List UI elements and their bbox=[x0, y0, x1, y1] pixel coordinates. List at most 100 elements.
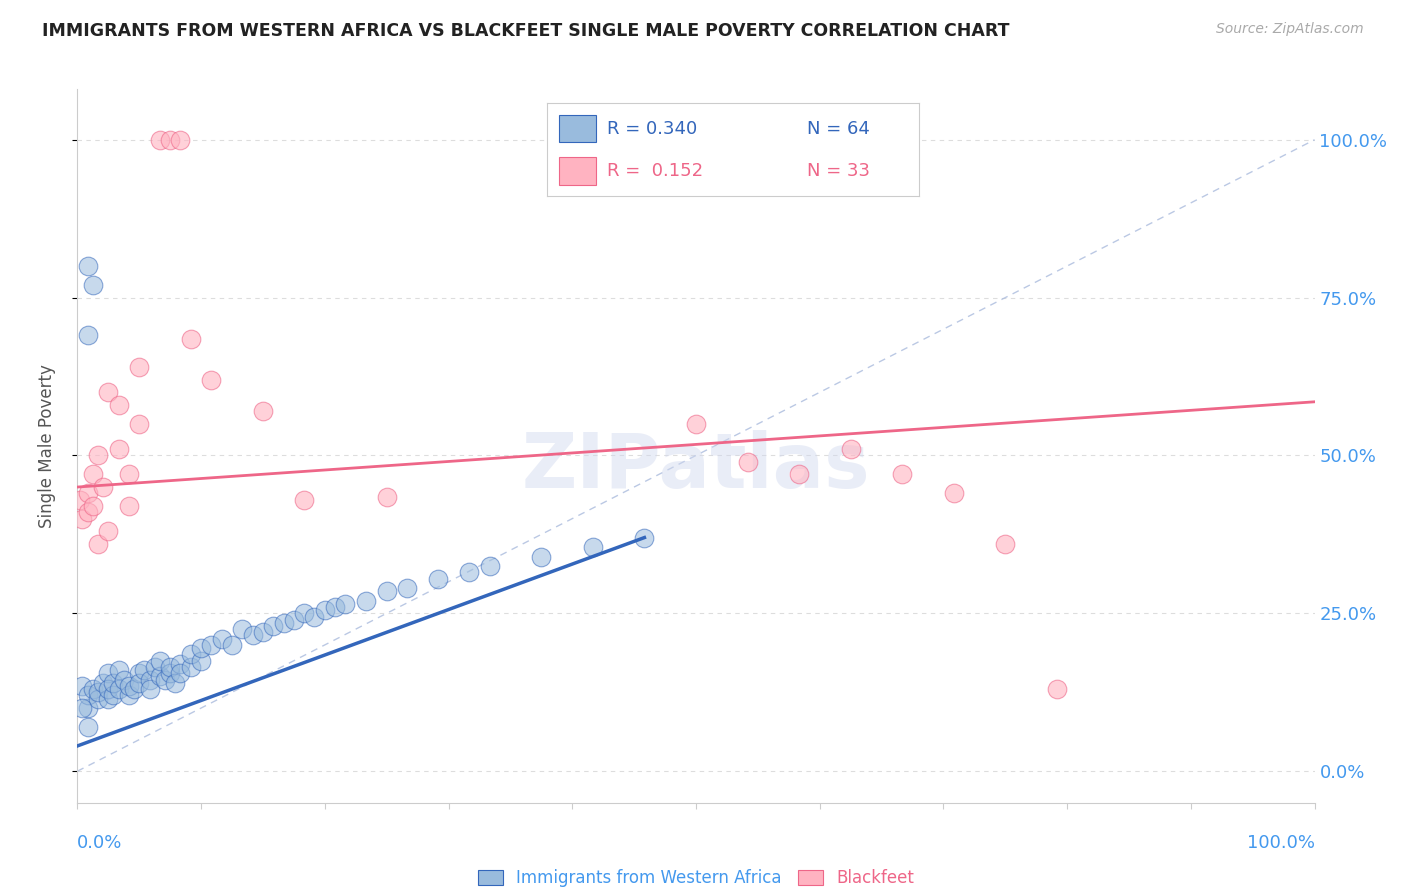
Point bbox=[76, 505, 98, 519]
Point bbox=[97, 524, 120, 539]
Point bbox=[134, 663, 156, 677]
Point bbox=[97, 666, 120, 681]
Point bbox=[91, 480, 114, 494]
Point bbox=[82, 277, 104, 292]
Point bbox=[891, 467, 914, 482]
Point bbox=[138, 682, 160, 697]
Point bbox=[200, 373, 222, 387]
Point bbox=[180, 332, 202, 346]
Point bbox=[72, 511, 94, 525]
Point bbox=[76, 486, 98, 500]
Point bbox=[994, 537, 1017, 551]
Point bbox=[97, 682, 120, 697]
Point bbox=[292, 607, 315, 621]
Point bbox=[273, 615, 295, 630]
Point bbox=[143, 660, 166, 674]
Point bbox=[304, 609, 326, 624]
Point bbox=[118, 679, 141, 693]
Point bbox=[190, 641, 212, 656]
Point bbox=[458, 566, 481, 580]
Point bbox=[169, 133, 191, 147]
Point bbox=[76, 701, 98, 715]
Legend: Immigrants from Western Africa, Blackfeet: Immigrants from Western Africa, Blackfee… bbox=[478, 869, 914, 888]
Point bbox=[118, 499, 141, 513]
Point bbox=[335, 597, 357, 611]
Point bbox=[165, 675, 187, 690]
Point bbox=[103, 675, 125, 690]
Y-axis label: Single Male Poverty: Single Male Poverty bbox=[38, 364, 56, 528]
Point bbox=[242, 628, 264, 642]
Point bbox=[107, 663, 129, 677]
Point bbox=[76, 328, 98, 343]
Point bbox=[149, 654, 172, 668]
Point bbox=[149, 669, 172, 683]
Point bbox=[128, 675, 150, 690]
Point bbox=[375, 584, 398, 599]
Point bbox=[942, 486, 965, 500]
Point bbox=[231, 622, 253, 636]
Point bbox=[159, 133, 181, 147]
Point bbox=[72, 679, 94, 693]
Point bbox=[633, 531, 655, 545]
Point bbox=[122, 682, 145, 697]
Point bbox=[87, 685, 110, 699]
Text: ZIPatlas: ZIPatlas bbox=[522, 431, 870, 504]
Point bbox=[82, 499, 104, 513]
Point bbox=[159, 666, 181, 681]
Point bbox=[839, 442, 862, 457]
Point bbox=[582, 540, 605, 554]
Point bbox=[112, 673, 135, 687]
Point bbox=[190, 654, 212, 668]
Point bbox=[107, 398, 129, 412]
Point bbox=[292, 492, 315, 507]
Point bbox=[87, 449, 110, 463]
Point bbox=[107, 682, 129, 697]
Point bbox=[87, 691, 110, 706]
Point bbox=[252, 404, 274, 418]
Point bbox=[76, 720, 98, 734]
Point bbox=[82, 467, 104, 482]
Point bbox=[76, 689, 98, 703]
Point bbox=[128, 360, 150, 375]
Point bbox=[314, 603, 336, 617]
Point bbox=[200, 638, 222, 652]
Point bbox=[1046, 682, 1069, 697]
Point bbox=[737, 455, 759, 469]
Point bbox=[375, 490, 398, 504]
Point bbox=[221, 638, 243, 652]
Point bbox=[97, 691, 120, 706]
Point bbox=[149, 133, 172, 147]
Point bbox=[787, 467, 810, 482]
Point bbox=[97, 385, 120, 400]
Point bbox=[685, 417, 707, 431]
Point bbox=[103, 689, 125, 703]
Text: Source: ZipAtlas.com: Source: ZipAtlas.com bbox=[1216, 22, 1364, 37]
Point bbox=[283, 613, 305, 627]
Point bbox=[478, 559, 501, 574]
Point bbox=[169, 666, 191, 681]
Point bbox=[262, 619, 284, 633]
Point bbox=[107, 442, 129, 457]
Point bbox=[530, 549, 553, 564]
Text: 100.0%: 100.0% bbox=[1247, 834, 1315, 852]
Point bbox=[180, 648, 202, 662]
Point bbox=[72, 701, 94, 715]
Point bbox=[128, 417, 150, 431]
Point bbox=[138, 673, 160, 687]
Point bbox=[82, 682, 104, 697]
Point bbox=[169, 657, 191, 671]
Point bbox=[159, 660, 181, 674]
Text: IMMIGRANTS FROM WESTERN AFRICA VS BLACKFEET SINGLE MALE POVERTY CORRELATION CHAR: IMMIGRANTS FROM WESTERN AFRICA VS BLACKF… bbox=[42, 22, 1010, 40]
Point bbox=[118, 467, 141, 482]
Point bbox=[354, 593, 377, 607]
Point bbox=[323, 600, 346, 615]
Point bbox=[128, 666, 150, 681]
Point bbox=[211, 632, 233, 646]
Point bbox=[76, 259, 98, 273]
Point bbox=[180, 660, 202, 674]
Point bbox=[396, 581, 419, 595]
Point bbox=[91, 675, 114, 690]
Point bbox=[118, 689, 141, 703]
Point bbox=[87, 537, 110, 551]
Point bbox=[69, 492, 91, 507]
